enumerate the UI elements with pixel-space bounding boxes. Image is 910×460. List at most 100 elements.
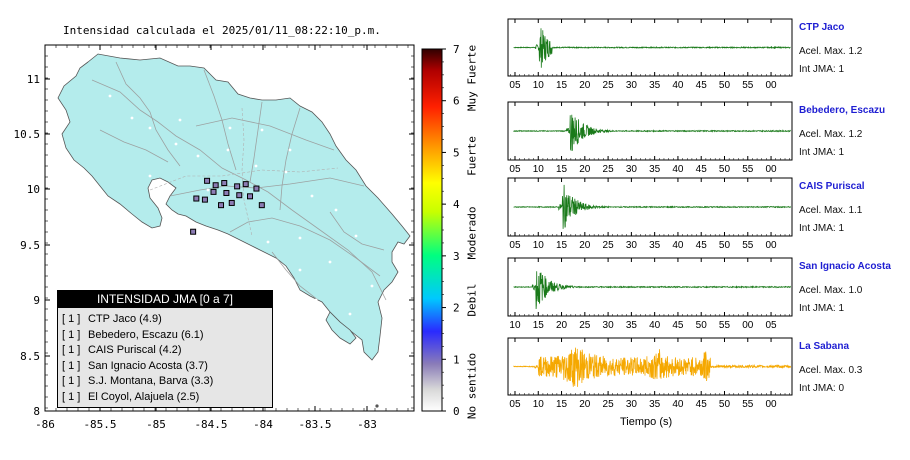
max-accel: Acel. Max. 1.0 xyxy=(799,285,863,296)
time-tick: 35 xyxy=(626,320,638,331)
legend-item-level: [ 1 ] xyxy=(62,344,81,356)
time-tick: 30 xyxy=(603,320,615,331)
time-tick: 00 xyxy=(742,320,754,331)
time-tick: 20 xyxy=(556,320,568,331)
station-marker[interactable] xyxy=(193,195,200,202)
time-tick: 40 xyxy=(672,164,684,175)
colorbar-tick: 2 xyxy=(453,302,460,315)
waveform-trace xyxy=(513,271,791,310)
waveform-panel: 05 10 15 20 25 30 35 40 45 50 55 00 xyxy=(507,101,793,175)
time-tick: 15 xyxy=(556,240,568,251)
time-axis-label: Tiempo (s) xyxy=(620,416,673,428)
time-tick: 20 xyxy=(579,164,591,175)
station-marker[interactable] xyxy=(247,193,254,200)
time-tick: 55 xyxy=(719,320,731,331)
time-tick: 45 xyxy=(696,80,708,91)
time-tick: 20 xyxy=(579,80,591,91)
waveform-trace xyxy=(513,347,791,387)
time-tick: 30 xyxy=(626,164,638,175)
time-tick: 55 xyxy=(742,399,754,410)
costa-rica-land xyxy=(57,53,411,361)
station-marker[interactable] xyxy=(253,185,260,192)
map-x-tick: -85.5 xyxy=(83,418,116,431)
time-tick: 50 xyxy=(719,80,731,91)
time-tick: 00 xyxy=(765,164,777,175)
time-tick: 30 xyxy=(626,240,638,251)
map-y-tick: 9.5 xyxy=(20,239,40,252)
station-marker[interactable] xyxy=(236,192,243,199)
station-marker[interactable] xyxy=(204,177,211,184)
max-accel: Acel. Max. 1.2 xyxy=(799,46,863,57)
waveform-panel: 10 15 20 25 30 35 40 45 50 55 00 05 xyxy=(507,257,793,331)
time-tick: 05 xyxy=(509,240,521,251)
legend-item-name: CTP Jaco (4.9) xyxy=(88,313,162,325)
max-accel: Acel. Max. 1.1 xyxy=(799,205,863,216)
station-marker[interactable] xyxy=(210,188,217,195)
time-tick: 00 xyxy=(765,399,777,410)
station-marker[interactable] xyxy=(258,202,265,209)
time-tick: 15 xyxy=(533,320,545,331)
map-x-tick: -84.5 xyxy=(194,418,227,431)
map-title: Intensidad calculada el 2025/01/11_08:22… xyxy=(63,24,381,37)
station-title: CTP Jaco xyxy=(799,22,845,33)
colorbar-tick: 5 xyxy=(453,146,460,159)
time-tick: 45 xyxy=(696,164,708,175)
time-tick: 25 xyxy=(603,80,615,91)
time-tick: 05 xyxy=(509,399,521,410)
waveform-panel: 05 10 15 20 25 30 35 40 45 50 55 00 xyxy=(507,337,793,410)
waveform-trace xyxy=(513,28,791,68)
station-marker[interactable] xyxy=(228,199,235,206)
time-tick: 20 xyxy=(579,399,591,410)
time-tick: 55 xyxy=(742,164,754,175)
legend-item-level: [ 1 ] xyxy=(62,359,81,372)
time-tick: 25 xyxy=(603,240,615,251)
legend-item: [ 1 ] Bebedero, Escazu (6.1) xyxy=(58,328,272,344)
time-tick: 00 xyxy=(765,80,777,91)
time-tick: 10 xyxy=(533,164,545,175)
waveform-trace xyxy=(513,114,791,151)
time-tick: 10 xyxy=(533,80,545,91)
time-tick: 40 xyxy=(672,80,684,91)
time-tick: 10 xyxy=(533,399,545,410)
time-tick: 35 xyxy=(649,164,661,175)
time-tick: 55 xyxy=(742,240,754,251)
time-tick: 50 xyxy=(719,399,731,410)
station-marker[interactable] xyxy=(221,180,228,187)
time-tick: 25 xyxy=(603,164,615,175)
time-tick: 15 xyxy=(556,80,568,91)
station-marker[interactable] xyxy=(212,182,219,189)
waveform-trace xyxy=(513,184,791,229)
time-tick: 05 xyxy=(509,164,521,175)
station-marker[interactable] xyxy=(234,183,241,190)
map-y-tick: 9 xyxy=(33,294,40,307)
station-marker[interactable] xyxy=(242,181,249,188)
station-marker[interactable] xyxy=(223,189,230,196)
legend-item: [ 1 ] CTP Jaco (4.9) xyxy=(58,312,272,328)
time-tick: 45 xyxy=(696,399,708,410)
time-tick: 30 xyxy=(626,80,638,91)
station-marker[interactable] xyxy=(190,228,197,235)
time-tick: 55 xyxy=(742,80,754,91)
max-accel: Acel. Max. 1.2 xyxy=(799,129,863,140)
colorbar-tick: 0 xyxy=(453,405,460,418)
jma-intensity: Int JMA: 1 xyxy=(799,64,845,75)
time-tick: 25 xyxy=(603,399,615,410)
waveform-panel: 05 10 15 20 25 30 35 40 45 50 55 00 xyxy=(507,177,793,251)
legend-item: [ 1 ] CAIS Puriscal (4.2) xyxy=(58,343,272,359)
time-tick: 40 xyxy=(672,240,684,251)
legend-item: [ 1 ] San Ignacio Acosta (3.7) xyxy=(58,359,272,375)
jma-intensity: Int JMA: 1 xyxy=(799,303,845,314)
station-marker[interactable] xyxy=(218,202,225,209)
station-title: San Ignacio Acosta xyxy=(799,261,891,272)
time-tick: 15 xyxy=(556,164,568,175)
legend-item: [ 1 ] S.J. Montana, Barva (3.3) xyxy=(58,374,272,390)
time-tick: 10 xyxy=(509,320,521,331)
jma-intensity: Int JMA: 1 xyxy=(799,147,845,158)
station-marker[interactable] xyxy=(201,196,208,203)
legend-item-level: [ 1 ] xyxy=(62,313,81,325)
colorbar-tick: 1 xyxy=(453,353,460,366)
time-tick: 25 xyxy=(579,320,591,331)
time-tick: 00 xyxy=(765,240,777,251)
station-title: CAIS Puriscal xyxy=(799,181,865,192)
time-tick: 15 xyxy=(556,399,568,410)
